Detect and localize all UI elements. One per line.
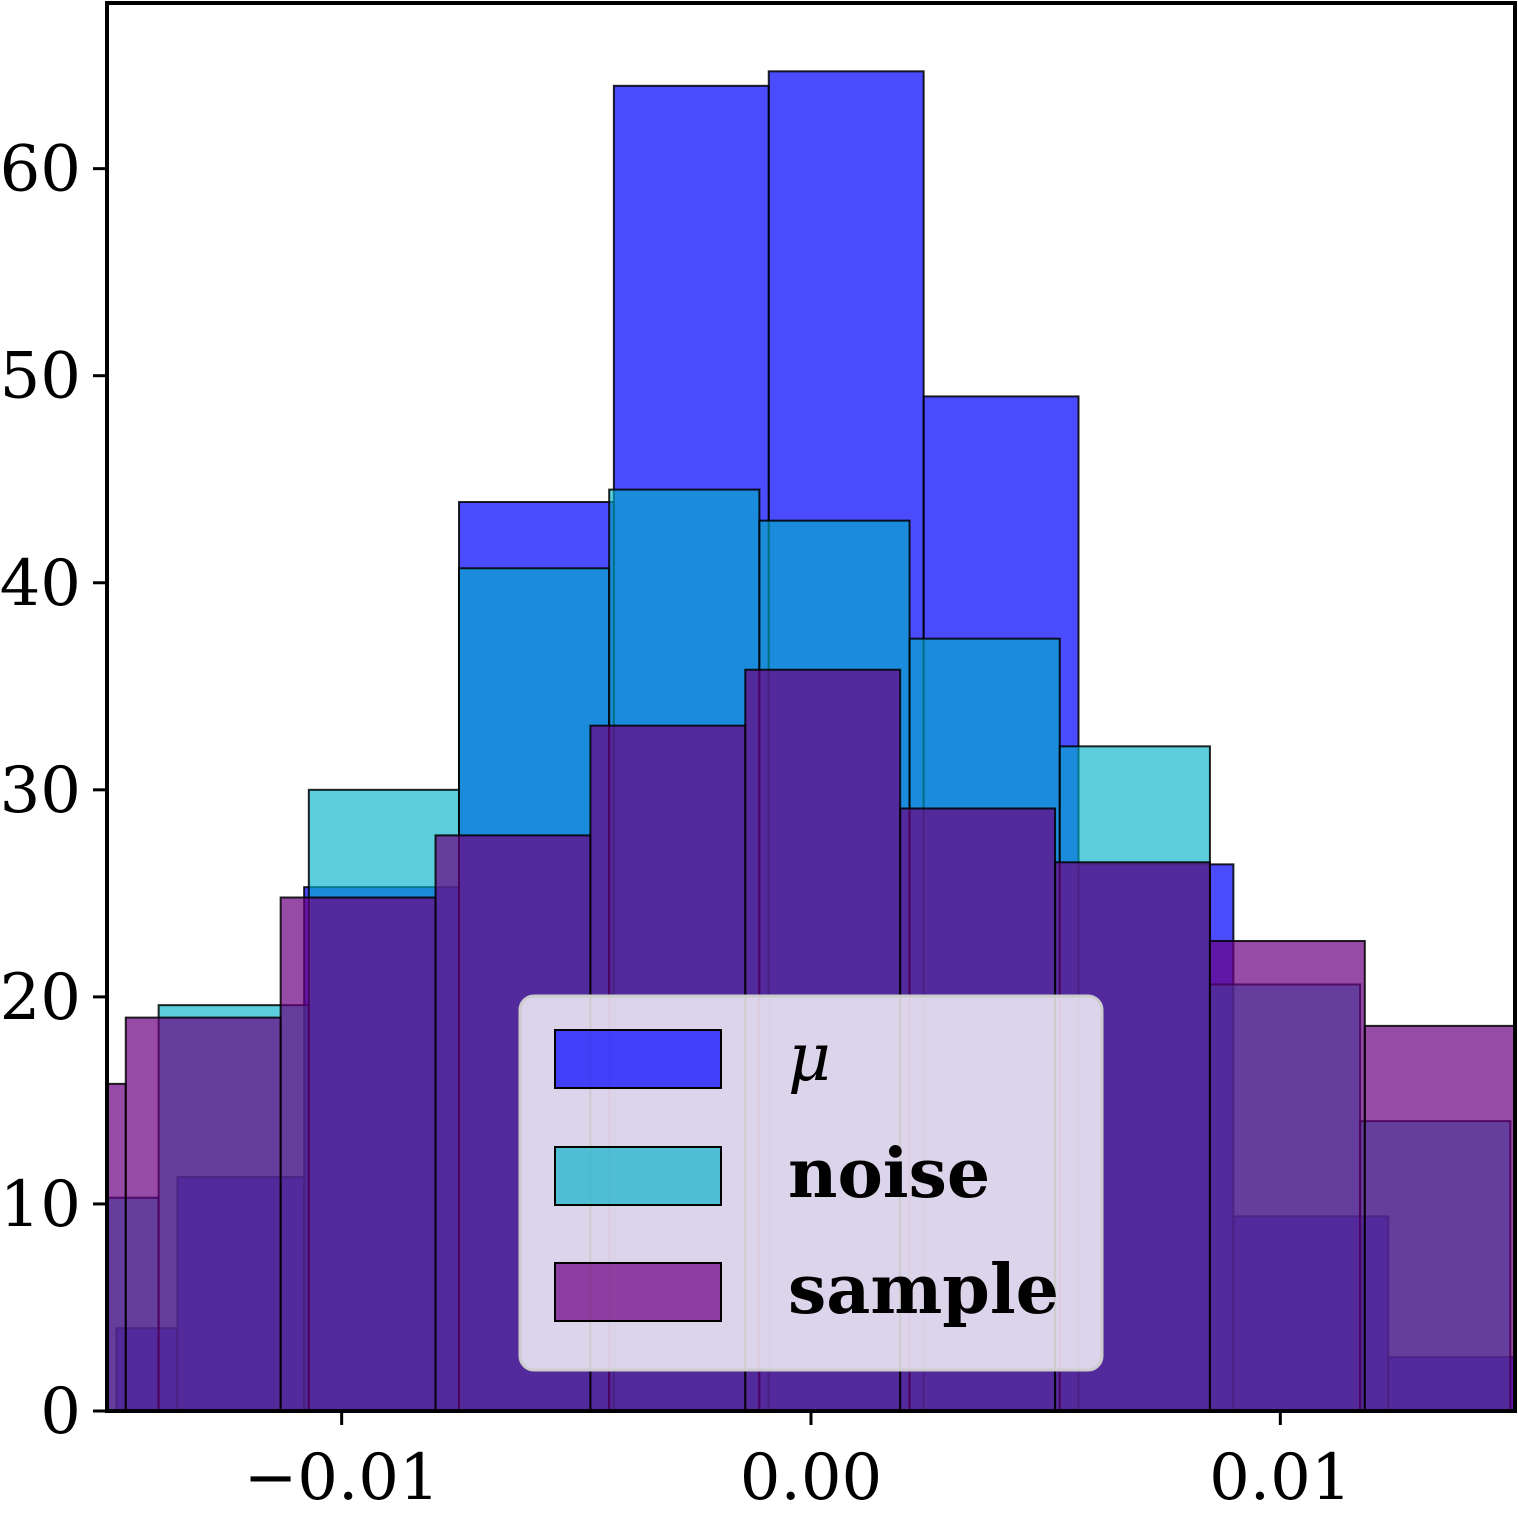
y-tick-label: 10 (0, 1168, 81, 1242)
y-tick-label: 0 (40, 1375, 81, 1449)
legend-swatch (554, 1029, 722, 1089)
legend-label: sample (788, 1250, 1059, 1330)
legend-label: noise (788, 1134, 990, 1214)
y-tick-label: 60 (0, 133, 81, 207)
y-tick-label: 20 (0, 961, 81, 1035)
legend-swatch (554, 1146, 722, 1206)
x-tick-label: −0.01 (244, 1441, 440, 1515)
x-tick-label: 0.00 (740, 1441, 883, 1515)
legend-swatch (554, 1262, 722, 1322)
histogram-bar (124, 1016, 282, 1411)
histogram-bar (279, 896, 437, 1411)
x-tick-label: 0.01 (1209, 1441, 1352, 1515)
histogram-bar (1363, 1024, 1515, 1411)
y-tick-label: 50 (0, 340, 81, 414)
y-tick-label: 30 (0, 754, 81, 828)
histogram-bar (1208, 939, 1366, 1411)
legend: μ noise sample (518, 994, 1104, 1372)
legend-label: μ (788, 1019, 831, 1096)
y-tick-label: 40 (0, 547, 81, 621)
